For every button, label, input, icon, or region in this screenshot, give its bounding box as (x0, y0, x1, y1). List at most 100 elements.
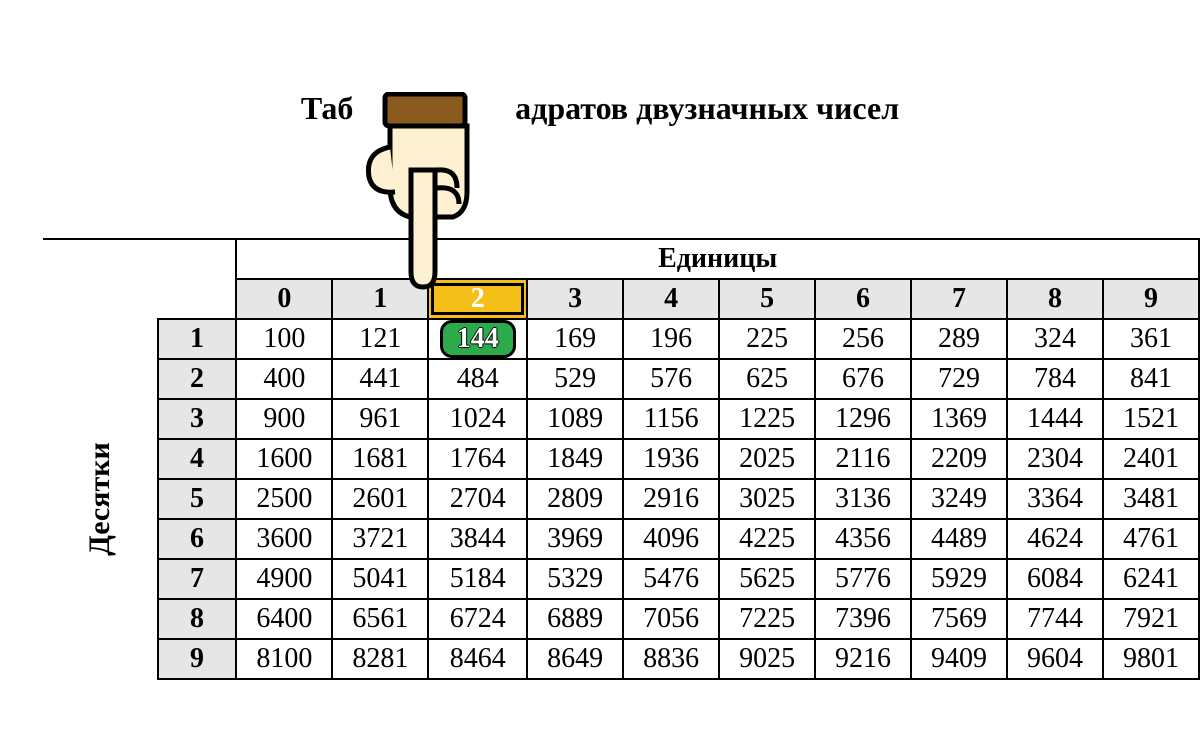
cell: 841 (1103, 359, 1199, 399)
cell: 9409 (911, 639, 1007, 679)
col-header-4: 4 (623, 279, 719, 319)
cell: 900 (236, 399, 332, 439)
cell: 2116 (815, 439, 911, 479)
cell: 1156 (623, 399, 719, 439)
cell: 625 (719, 359, 815, 399)
col-header-8: 8 (1007, 279, 1103, 319)
cell: 1089 (527, 399, 623, 439)
cell: 6561 (332, 599, 428, 639)
cell: 3844 (428, 519, 527, 559)
cell: 2401 (1103, 439, 1199, 479)
table-row: 4 1600 1681 1764 1849 1936 2025 2116 220… (43, 439, 1199, 479)
cell: 1369 (911, 399, 1007, 439)
cell: 3364 (1007, 479, 1103, 519)
row-header-4: 4 (158, 439, 237, 479)
cell: 9025 (719, 639, 815, 679)
cell: 484 (428, 359, 527, 399)
cell: 4624 (1007, 519, 1103, 559)
cell: 4096 (623, 519, 719, 559)
squares-table: Единицы 0 1 2 3 4 5 6 7 8 9 Десятки 1 10… (43, 238, 1200, 680)
cell: 5929 (911, 559, 1007, 599)
cell: 529 (527, 359, 623, 399)
cell: 1296 (815, 399, 911, 439)
row-header-7: 7 (158, 559, 237, 599)
cell: 4761 (1103, 519, 1199, 559)
col-header-9: 9 (1103, 279, 1199, 319)
cell: 6400 (236, 599, 332, 639)
cell: 4356 (815, 519, 911, 559)
cell: 8281 (332, 639, 428, 679)
col-header-0: 0 (236, 279, 332, 319)
cell: 7921 (1103, 599, 1199, 639)
col-header-3: 3 (527, 279, 623, 319)
cell: 1444 (1007, 399, 1103, 439)
cell: 2601 (332, 479, 428, 519)
cell: 5184 (428, 559, 527, 599)
cell: 2304 (1007, 439, 1103, 479)
cell: 8464 (428, 639, 527, 679)
cell: 289 (911, 319, 1007, 359)
cell: 441 (332, 359, 428, 399)
cell: 3249 (911, 479, 1007, 519)
cell: 5041 (332, 559, 428, 599)
title-right: адратов двузначных чисел (515, 90, 899, 126)
cell-highlight: 144 (428, 319, 527, 359)
page-title: ТабXXXXXXXадратов двузначных чисел (0, 90, 1200, 127)
table-row: 3 900 961 1024 1089 1156 1225 1296 1369 … (43, 399, 1199, 439)
cell: 7396 (815, 599, 911, 639)
cell: 4900 (236, 559, 332, 599)
cell: 3481 (1103, 479, 1199, 519)
cell: 9216 (815, 639, 911, 679)
cell: 2809 (527, 479, 623, 519)
cell: 7056 (623, 599, 719, 639)
cell: 576 (623, 359, 719, 399)
cell: 1225 (719, 399, 815, 439)
cell: 2704 (428, 479, 527, 519)
col-header-6: 6 (815, 279, 911, 319)
cell: 2500 (236, 479, 332, 519)
cell: 9801 (1103, 639, 1199, 679)
cell: 1849 (527, 439, 623, 479)
cell: 6889 (527, 599, 623, 639)
cell: 1024 (428, 399, 527, 439)
cell: 8836 (623, 639, 719, 679)
cell: 4489 (911, 519, 1007, 559)
cell: 2209 (911, 439, 1007, 479)
cell: 3136 (815, 479, 911, 519)
cell: 256 (815, 319, 911, 359)
cell: 9604 (1007, 639, 1103, 679)
cell: 3721 (332, 519, 428, 559)
cell: 5476 (623, 559, 719, 599)
cell: 121 (332, 319, 428, 359)
table-row: 6 3600 3721 3844 3969 4096 4225 4356 448… (43, 519, 1199, 559)
cell: 784 (1007, 359, 1103, 399)
cell: 961 (332, 399, 428, 439)
row-header-9: 9 (158, 639, 237, 679)
cell: 6724 (428, 599, 527, 639)
table-row: 2 400 441 484 529 576 625 676 729 784 84… (43, 359, 1199, 399)
cell: 2916 (623, 479, 719, 519)
cell: 7569 (911, 599, 1007, 639)
cell: 5625 (719, 559, 815, 599)
cell: 6241 (1103, 559, 1199, 599)
table-row: Десятки 1 100 121 144 169 196 225 256 28… (43, 319, 1199, 359)
cell: 324 (1007, 319, 1103, 359)
cell: 1681 (332, 439, 428, 479)
squares-table-container: Единицы 0 1 2 3 4 5 6 7 8 9 Десятки 1 10… (43, 238, 1200, 680)
cell: 5329 (527, 559, 623, 599)
column-header-row: 0 1 2 3 4 5 6 7 8 9 (43, 279, 1199, 319)
pointing-hand-icon (345, 92, 505, 292)
cell: 400 (236, 359, 332, 399)
cell: 2025 (719, 439, 815, 479)
cell: 6084 (1007, 559, 1103, 599)
cell: 169 (527, 319, 623, 359)
cell: 3600 (236, 519, 332, 559)
cell: 1936 (623, 439, 719, 479)
table-row: 9 8100 8281 8464 8649 8836 9025 9216 940… (43, 639, 1199, 679)
cell: 3969 (527, 519, 623, 559)
table-row: 5 2500 2601 2704 2809 2916 3025 3136 324… (43, 479, 1199, 519)
tens-header: Десятки (83, 442, 117, 556)
cell: 8100 (236, 639, 332, 679)
cell: 1521 (1103, 399, 1199, 439)
cell: 7225 (719, 599, 815, 639)
